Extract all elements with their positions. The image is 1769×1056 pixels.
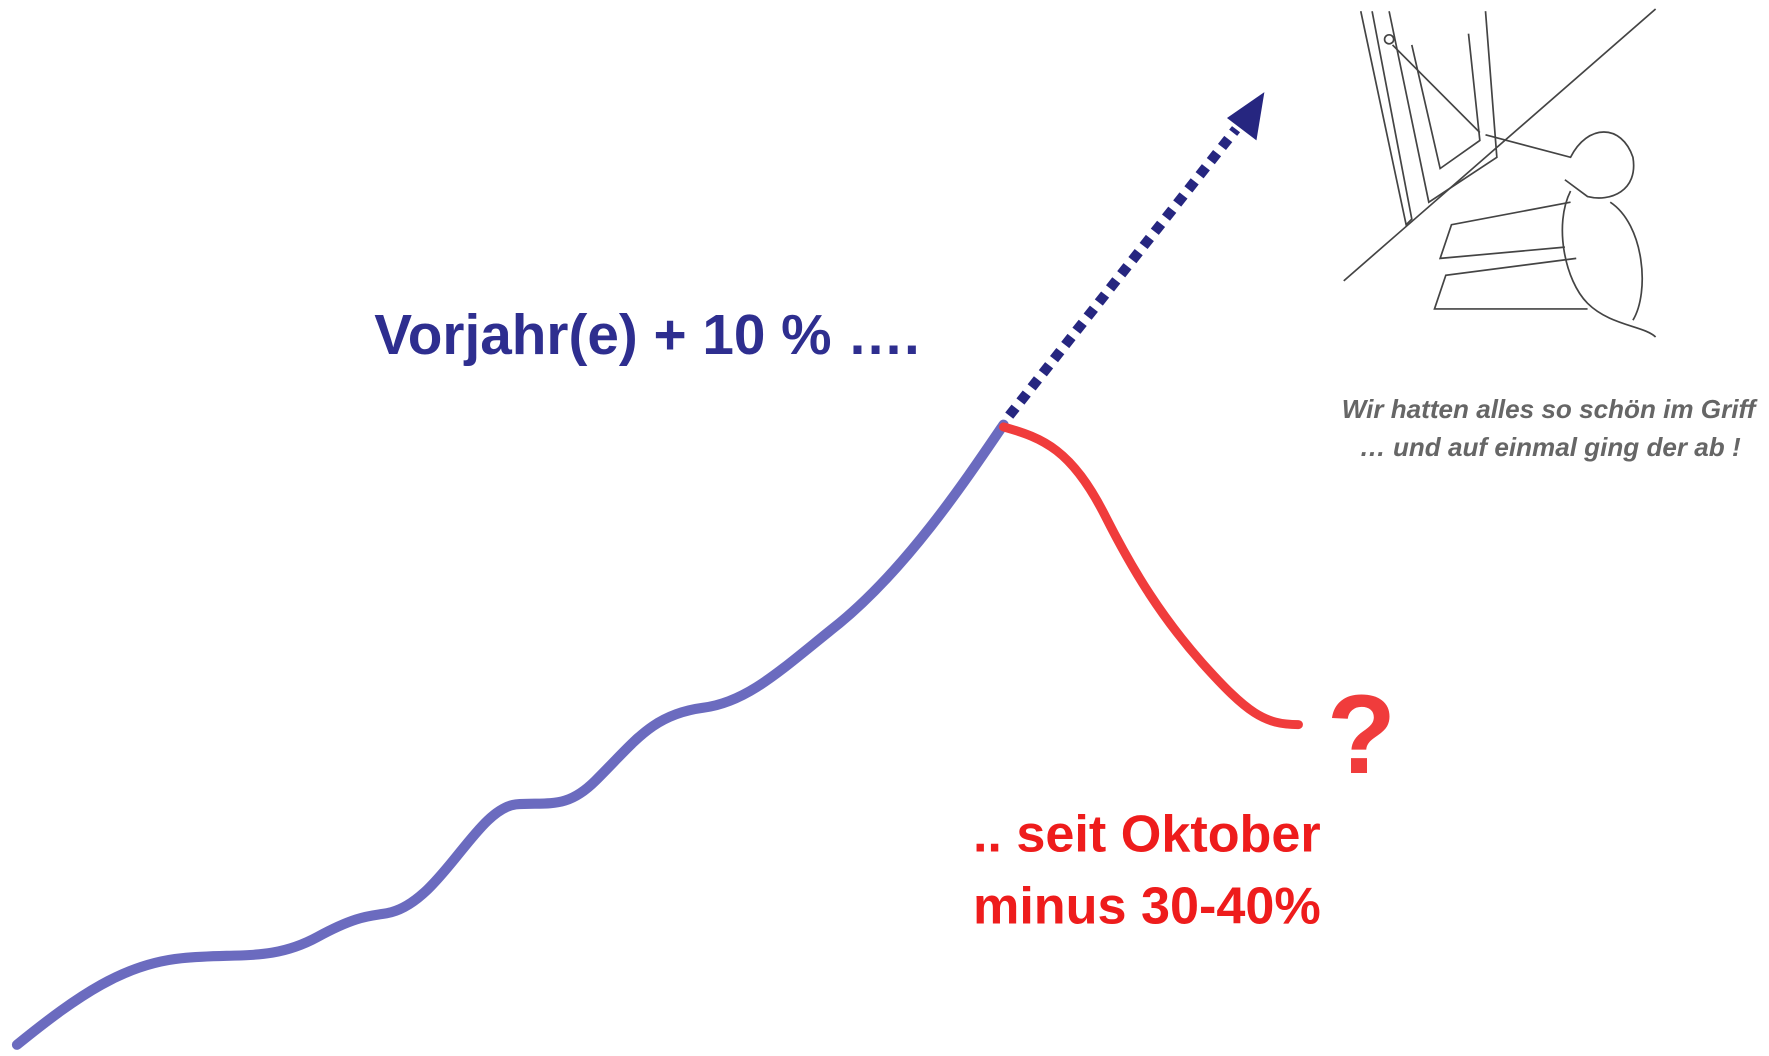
decline-curve [999, 422, 1303, 730]
growth-curve [11, 419, 1009, 1050]
headline: Vorjahr(e) + 10 % …. [374, 303, 920, 366]
question-mark: ? [1327, 671, 1396, 796]
arrowhead [1226, 92, 1265, 141]
cartoon [1343, 8, 1657, 338]
projection-arrow [1005, 126, 1241, 419]
caption-line: Wir hatten alles so schön im Griff [1342, 394, 1758, 424]
callout-line: .. seit Oktober [973, 806, 1321, 864]
caption-line: … und auf einmal ging der ab ! [1360, 432, 1741, 462]
callout-line: minus 30-40% [973, 878, 1321, 936]
